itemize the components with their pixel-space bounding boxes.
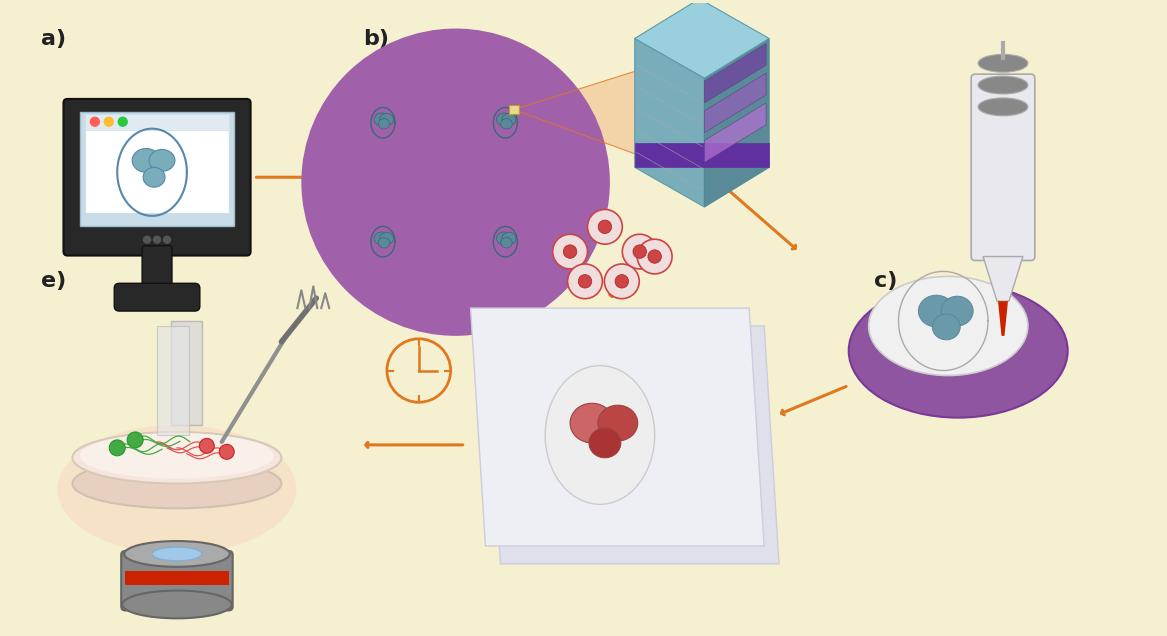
Ellipse shape <box>942 296 973 326</box>
Circle shape <box>615 275 629 288</box>
Ellipse shape <box>848 284 1068 418</box>
Text: b): b) <box>363 29 389 48</box>
Ellipse shape <box>144 167 165 187</box>
Circle shape <box>127 432 144 448</box>
Polygon shape <box>635 142 769 167</box>
Circle shape <box>633 245 647 258</box>
Ellipse shape <box>132 148 160 172</box>
FancyBboxPatch shape <box>121 551 232 611</box>
Text: e): e) <box>41 272 65 291</box>
Polygon shape <box>705 73 766 133</box>
FancyBboxPatch shape <box>63 99 251 256</box>
Circle shape <box>110 440 125 456</box>
Circle shape <box>118 117 127 126</box>
Circle shape <box>154 236 161 243</box>
Ellipse shape <box>496 232 511 245</box>
FancyBboxPatch shape <box>79 113 235 226</box>
Ellipse shape <box>379 113 393 125</box>
Circle shape <box>648 250 662 263</box>
Ellipse shape <box>72 459 281 508</box>
Ellipse shape <box>379 232 393 245</box>
Circle shape <box>587 209 622 244</box>
Ellipse shape <box>501 238 512 248</box>
Polygon shape <box>485 326 780 564</box>
FancyBboxPatch shape <box>125 570 229 584</box>
Circle shape <box>567 264 602 299</box>
Polygon shape <box>635 38 705 207</box>
Ellipse shape <box>978 76 1028 94</box>
Polygon shape <box>705 103 766 162</box>
Ellipse shape <box>589 428 621 458</box>
Ellipse shape <box>72 432 281 483</box>
Polygon shape <box>172 321 202 425</box>
Circle shape <box>90 117 99 126</box>
Polygon shape <box>983 256 1023 301</box>
Ellipse shape <box>502 232 516 245</box>
Circle shape <box>144 236 151 243</box>
Circle shape <box>163 236 170 243</box>
FancyBboxPatch shape <box>509 106 519 114</box>
Ellipse shape <box>569 403 614 443</box>
Circle shape <box>637 239 672 274</box>
FancyBboxPatch shape <box>971 74 1035 261</box>
FancyBboxPatch shape <box>114 283 200 311</box>
Ellipse shape <box>932 314 960 340</box>
Ellipse shape <box>502 113 516 125</box>
Circle shape <box>578 275 592 288</box>
Circle shape <box>564 245 576 258</box>
Ellipse shape <box>978 98 1028 116</box>
Ellipse shape <box>868 277 1028 375</box>
Circle shape <box>219 445 235 459</box>
Circle shape <box>553 234 587 269</box>
Circle shape <box>599 220 612 233</box>
Polygon shape <box>513 68 644 158</box>
Polygon shape <box>998 301 1008 336</box>
Polygon shape <box>158 326 189 435</box>
Ellipse shape <box>57 425 296 554</box>
Ellipse shape <box>978 54 1028 72</box>
Ellipse shape <box>375 232 389 245</box>
Polygon shape <box>545 366 655 504</box>
Ellipse shape <box>496 113 511 126</box>
Text: a): a) <box>41 29 65 48</box>
Text: d): d) <box>523 272 548 291</box>
FancyBboxPatch shape <box>85 114 229 130</box>
Circle shape <box>200 438 215 453</box>
Circle shape <box>605 264 640 299</box>
Polygon shape <box>470 308 764 546</box>
Text: c): c) <box>874 272 897 291</box>
Ellipse shape <box>378 238 390 248</box>
Ellipse shape <box>501 119 512 129</box>
Ellipse shape <box>598 405 637 441</box>
Ellipse shape <box>124 541 230 567</box>
Ellipse shape <box>149 149 175 171</box>
Circle shape <box>622 234 657 269</box>
Polygon shape <box>705 38 769 207</box>
Circle shape <box>104 117 113 126</box>
Ellipse shape <box>918 295 955 327</box>
Circle shape <box>301 29 610 336</box>
Ellipse shape <box>79 433 274 478</box>
FancyBboxPatch shape <box>85 114 229 213</box>
Ellipse shape <box>378 119 390 129</box>
Ellipse shape <box>123 591 232 618</box>
Polygon shape <box>705 43 766 103</box>
Polygon shape <box>635 0 769 78</box>
Ellipse shape <box>152 547 202 561</box>
Ellipse shape <box>375 113 389 126</box>
FancyBboxPatch shape <box>142 245 172 296</box>
